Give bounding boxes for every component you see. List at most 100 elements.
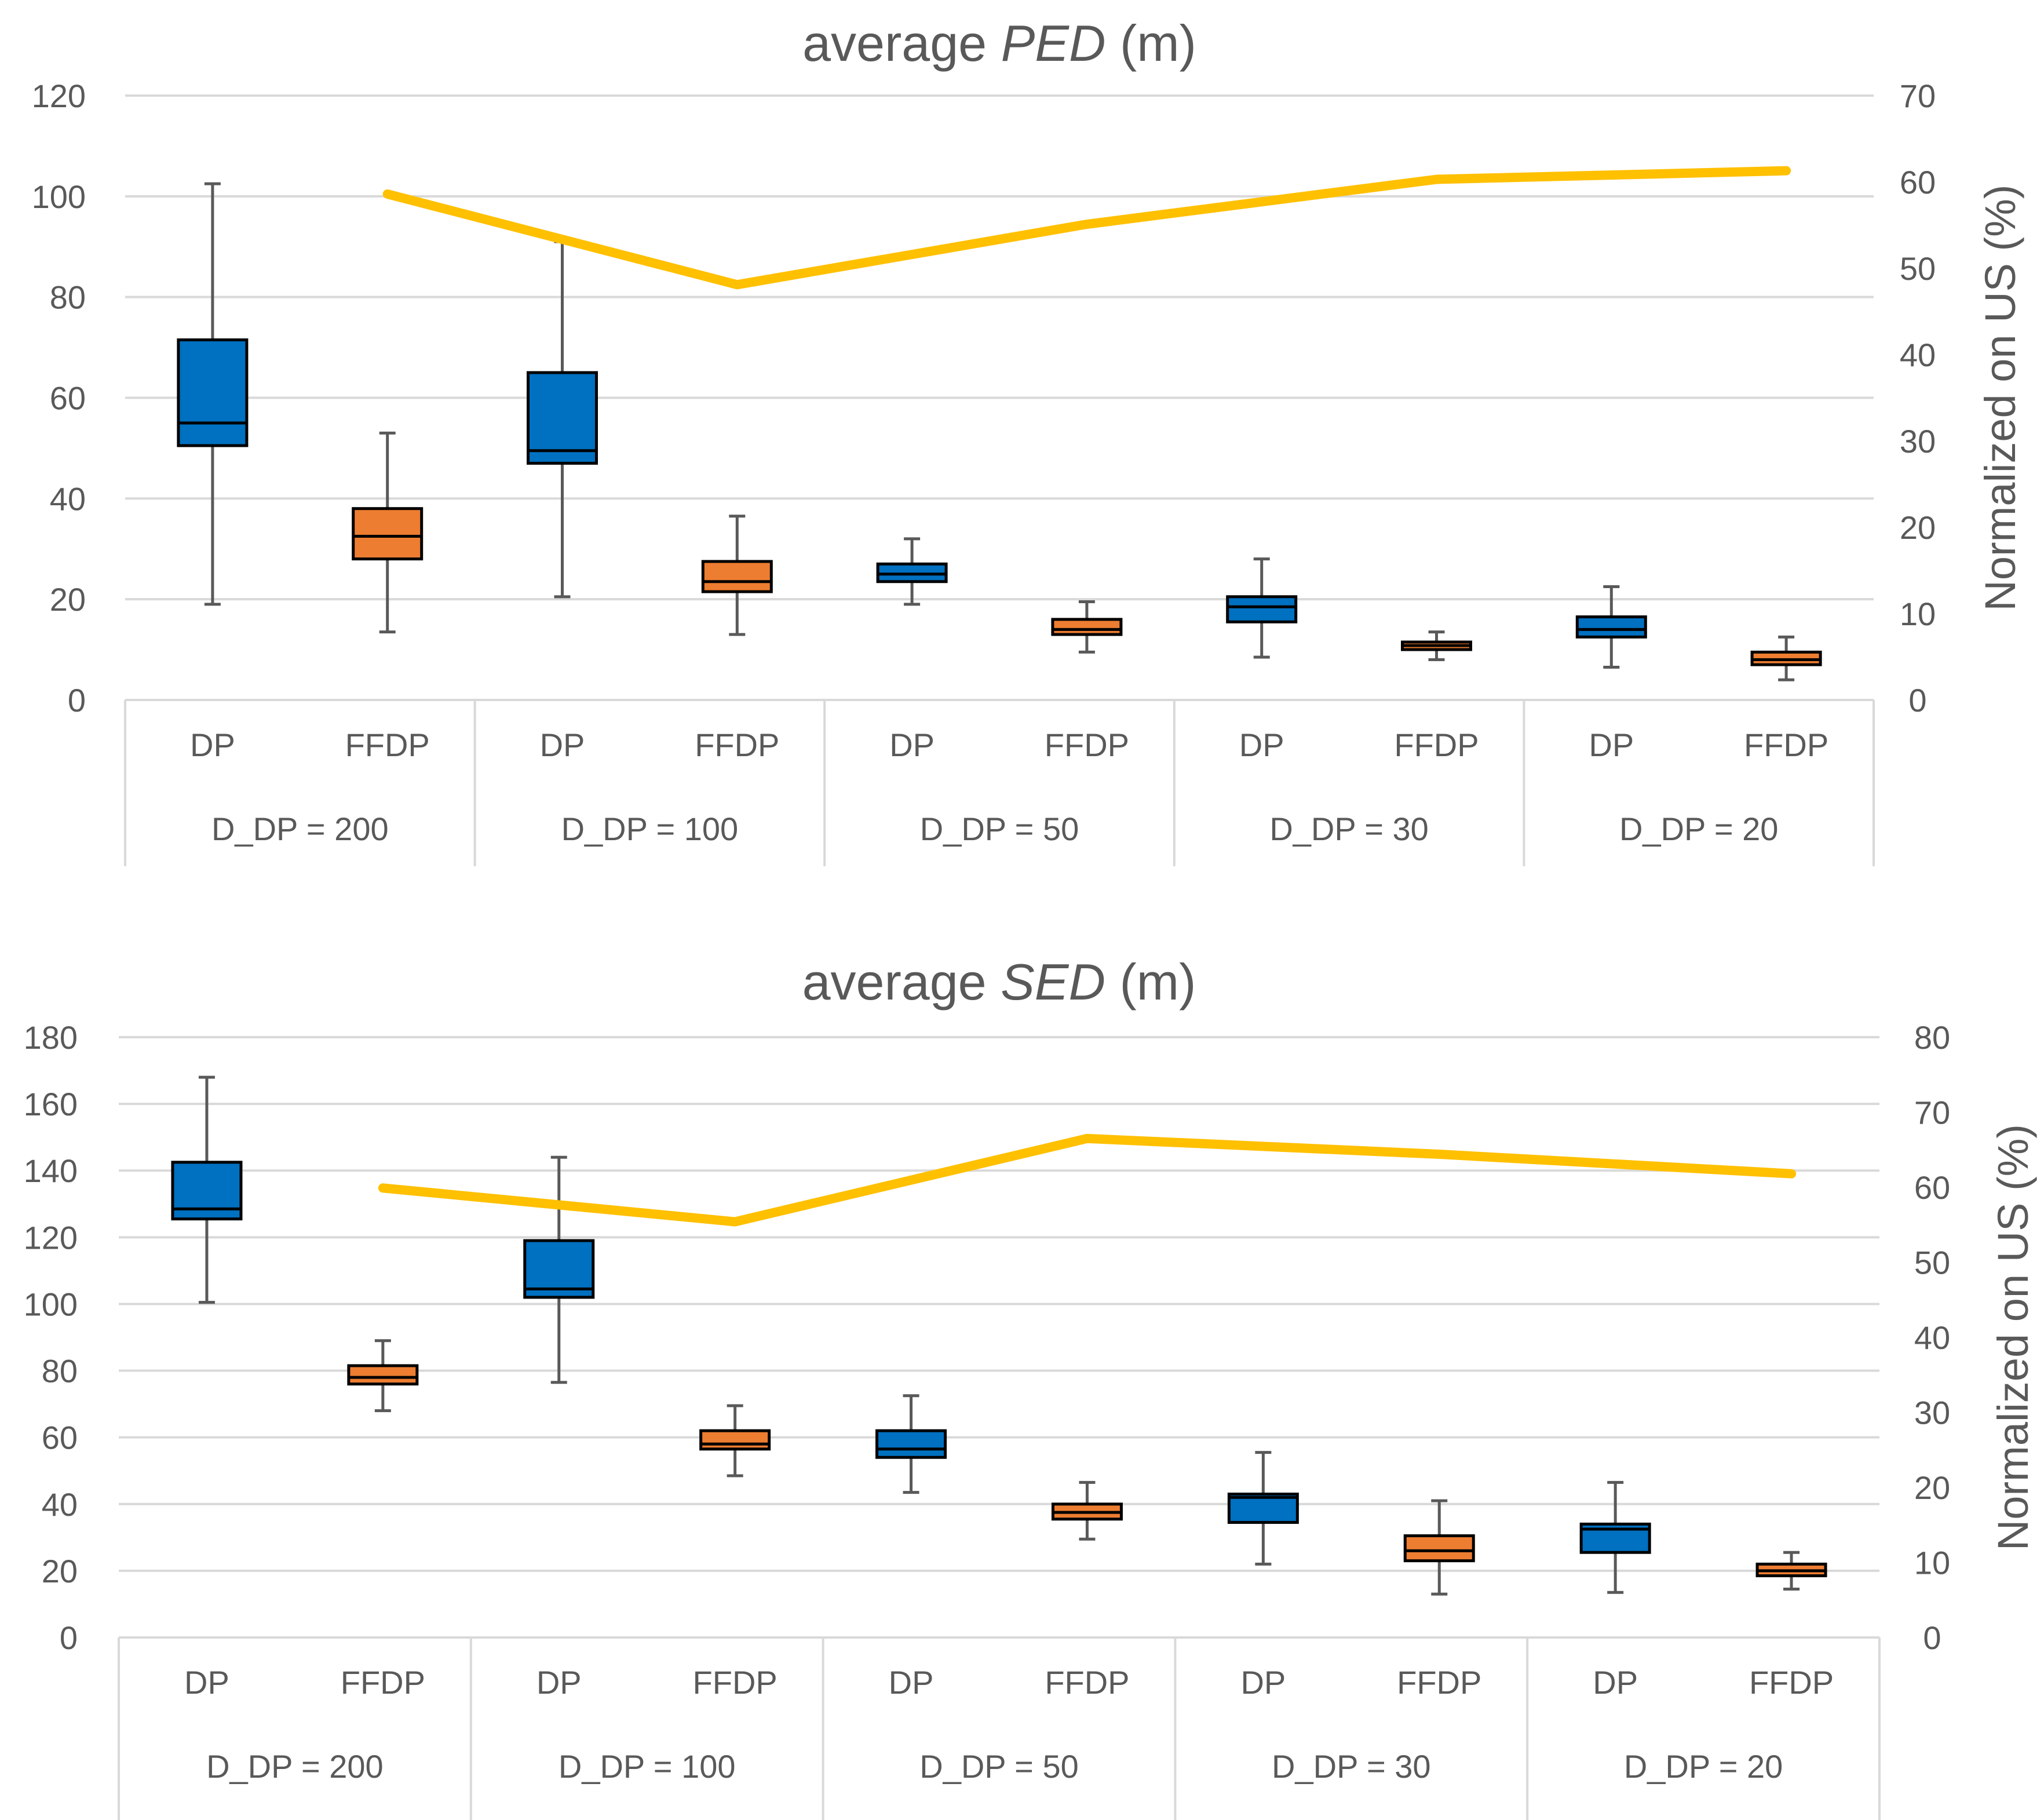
box-body bbox=[1575, 615, 1647, 639]
y2-tick-label: 10 bbox=[1900, 596, 1936, 632]
box-ffdp-3 bbox=[1051, 600, 1123, 654]
category-label: FFDP bbox=[1045, 727, 1129, 763]
box-dp-3 bbox=[875, 1394, 947, 1494]
y-tick-label: 20 bbox=[50, 581, 86, 618]
y2-tick-label: 20 bbox=[1914, 1469, 1950, 1506]
chart-title-part: PED bbox=[1001, 14, 1106, 72]
chart-panel-1: average PED (m) 0 20 40 60 80 100 120 0 10 20 30 40 5… bbox=[32, 14, 2024, 866]
category-label: FFDP bbox=[345, 727, 430, 763]
y2-tick-label: 60 bbox=[1914, 1169, 1950, 1206]
chart-title-part: SED bbox=[1001, 953, 1105, 1011]
box-ffdp-2 bbox=[701, 515, 773, 636]
group-label: D_DP = 30 bbox=[1269, 811, 1428, 847]
box-ffdp-1 bbox=[352, 431, 424, 634]
group-label: D_DP = 20 bbox=[1624, 1748, 1783, 1785]
category-label: FFDP bbox=[341, 1664, 425, 1701]
chart-title-part: (m) bbox=[1105, 953, 1196, 1011]
group-label: D_DP = 100 bbox=[559, 1748, 736, 1785]
group-label: D_DP = 50 bbox=[920, 811, 1079, 847]
box-ffdp-1 bbox=[347, 1339, 419, 1413]
y2-tick-label: 0 bbox=[1908, 682, 1926, 718]
y-tick-label: 100 bbox=[32, 178, 86, 215]
category-label: DP bbox=[889, 1664, 934, 1701]
y2-axis-title: Normalized on US (%) bbox=[1976, 184, 2024, 611]
box-dp-4 bbox=[1227, 1451, 1299, 1566]
y-tick-label: 0 bbox=[68, 682, 86, 718]
group-label: D_DP = 200 bbox=[211, 811, 389, 847]
normalized-line bbox=[382, 166, 1791, 290]
group-label: D_DP = 200 bbox=[206, 1748, 384, 1785]
box-dp-2 bbox=[523, 1155, 595, 1384]
box-body bbox=[177, 338, 249, 447]
y2-tick-label: 50 bbox=[1900, 250, 1936, 287]
y2-tick-label: 60 bbox=[1900, 164, 1936, 200]
category-label: FFDP bbox=[1045, 1664, 1129, 1701]
box-ffdp-4 bbox=[1401, 630, 1472, 661]
box-body bbox=[1226, 595, 1298, 623]
y-tick-label: 100 bbox=[24, 1286, 78, 1322]
box-dp-1 bbox=[177, 182, 249, 606]
y-tick-label: 120 bbox=[32, 78, 86, 114]
y2-tick-label: 30 bbox=[1914, 1395, 1950, 1431]
box-body bbox=[352, 507, 424, 561]
category-label: FFDP bbox=[1749, 1664, 1834, 1701]
y2-axis-title: Normalized on US (%) bbox=[1989, 1124, 2037, 1551]
y2-tick-label: 70 bbox=[1900, 78, 1936, 114]
group-label: D_DP = 50 bbox=[919, 1748, 1078, 1785]
chart-panel-2: average SED (m) 0 20 40 60 80 100 120 140 160 180 0… bbox=[24, 953, 2037, 1820]
box-dp-3 bbox=[876, 537, 948, 606]
category-label: FFDP bbox=[695, 727, 779, 763]
y-tick-label: 180 bbox=[24, 1019, 78, 1056]
y-tick-label: 40 bbox=[42, 1486, 78, 1523]
y2-tick-label: 80 bbox=[1914, 1019, 1950, 1056]
category-label: DP bbox=[184, 1664, 229, 1701]
category-label: FFDP bbox=[1744, 727, 1828, 763]
y2-tick-label: 30 bbox=[1900, 423, 1936, 459]
chart-title: average SED (m) bbox=[802, 953, 1196, 1011]
box-dp-2 bbox=[527, 240, 598, 599]
category-label: DP bbox=[540, 727, 585, 763]
box-dp-4 bbox=[1226, 557, 1298, 659]
box-dp-5 bbox=[1579, 1480, 1651, 1594]
y-tick-label: 140 bbox=[24, 1152, 78, 1189]
box-ffdp-2 bbox=[699, 1404, 771, 1478]
category-label: DP bbox=[1593, 1664, 1638, 1701]
y-tick-label: 0 bbox=[60, 1620, 78, 1656]
y2-tick-label: 0 bbox=[1923, 1620, 1941, 1656]
category-label: DP bbox=[536, 1664, 582, 1701]
y-tick-label: 160 bbox=[24, 1086, 78, 1122]
y2-tick-label: 10 bbox=[1914, 1545, 1950, 1581]
box-body bbox=[1403, 1534, 1475, 1563]
y2-tick-label: 70 bbox=[1914, 1095, 1950, 1131]
box-ffdp-3 bbox=[1051, 1480, 1123, 1541]
box-body bbox=[699, 1429, 771, 1451]
y-tick-label: 40 bbox=[50, 480, 86, 517]
y2-tick-label: 40 bbox=[1900, 337, 1936, 373]
chart-title-part: average bbox=[802, 14, 1001, 72]
chart-title-part: average bbox=[802, 953, 1001, 1011]
y2-tick-label: 20 bbox=[1900, 509, 1936, 546]
box-dp-1 bbox=[171, 1075, 243, 1304]
box-ffdp-5 bbox=[1750, 635, 1822, 681]
box-body bbox=[875, 1429, 947, 1459]
group-label: D_DP = 20 bbox=[1619, 811, 1778, 847]
category-label: DP bbox=[1239, 727, 1284, 763]
group-label: D_DP = 30 bbox=[1272, 1748, 1430, 1785]
category-label: FFDP bbox=[1394, 727, 1479, 763]
box-body bbox=[171, 1161, 243, 1221]
y-tick-label: 20 bbox=[42, 1553, 78, 1589]
box-ffdp-4 bbox=[1403, 1499, 1475, 1596]
box-body bbox=[701, 560, 773, 593]
box-body bbox=[527, 371, 598, 465]
y-tick-label: 60 bbox=[50, 380, 86, 417]
normalized-line bbox=[378, 1133, 1797, 1227]
y2-tick-label: 50 bbox=[1914, 1245, 1950, 1281]
y-tick-label: 120 bbox=[24, 1219, 78, 1256]
chart-title-part: (m) bbox=[1106, 14, 1196, 72]
y-tick-label: 80 bbox=[50, 279, 86, 316]
chart-title: average PED (m) bbox=[802, 14, 1196, 72]
box-body bbox=[347, 1364, 419, 1386]
category-label: DP bbox=[1589, 727, 1634, 763]
y-tick-label: 80 bbox=[42, 1353, 78, 1389]
